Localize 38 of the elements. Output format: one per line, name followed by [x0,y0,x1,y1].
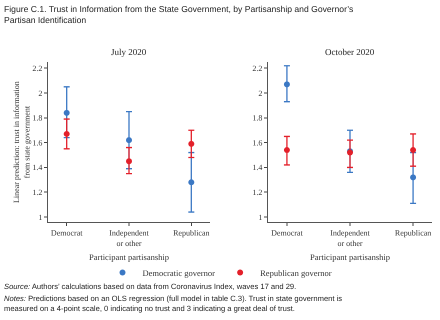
y-tick-label: 1.4 [252,163,262,172]
y-tick-label: 1.4 [32,163,42,172]
y-tick-label: 1 [258,212,262,222]
y-tick-label: 1.8 [252,114,262,123]
point [64,110,70,116]
point [284,81,290,88]
y-tick-label: 2 [38,88,42,98]
y-tick-label: 1.2 [32,188,42,198]
legend-label: Democratic governor [142,268,216,278]
y-tick-label: 1.8 [32,114,42,123]
point [126,158,132,164]
x-tick-label: Democrat [50,228,84,238]
chart-title: July 2020 [111,47,147,57]
x-tick-label: Independent or other [109,228,150,248]
point [64,130,70,137]
point [188,179,194,186]
legend-label: Republican governor [260,268,332,278]
y-tick-label: 1.6 [32,138,42,148]
y-axis-title: Linear prediction: trust in information from state government [12,81,32,203]
point [410,174,416,180]
x-tick-label: Republican [173,228,210,238]
y-tick-label: 2 [258,88,262,98]
x-tick-label: Independent or other [330,228,371,248]
y-tick-label: 1.2 [252,188,262,198]
point [126,137,132,144]
y-tick-label: 2.2 [32,64,42,73]
text: Figure C.1. Trust in Information from the State Government, by Partisanship and Governor’s Partisan Identification [4,4,354,26]
chart-title: October 2020 [325,47,375,57]
y-tick-label: 1 [38,212,42,222]
x-axis-title: Participant partisanship [310,252,390,262]
x-tick-label: Democrat [271,228,304,238]
y-tick-label: 1.6 [252,138,262,148]
point [284,147,290,154]
point [188,140,194,147]
x-axis-title: Participant partisanship [89,252,170,262]
y-tick-label: 2.2 [252,64,262,73]
x-tick-label: Republican [394,228,432,238]
point [410,147,416,154]
